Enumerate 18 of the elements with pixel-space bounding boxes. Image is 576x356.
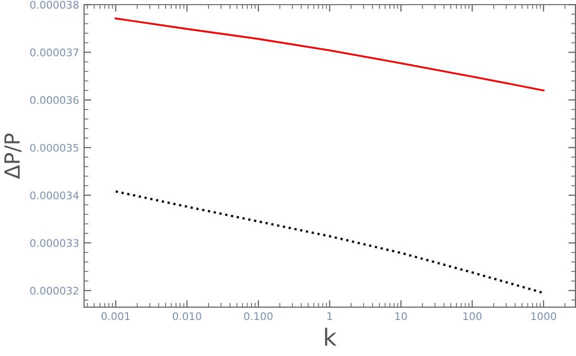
- line-series: [114, 18, 544, 92]
- y-tick-label: 0.000035: [30, 144, 78, 152]
- y-tick-label: 0.000037: [30, 48, 78, 56]
- y-axis-title: ΔP/P: [4, 133, 22, 179]
- y-tick-label: 0.000034: [30, 191, 79, 200]
- x-axis-title: k: [325, 328, 337, 346]
- x-tick-label: 0.001: [102, 312, 130, 320]
- x-tick-label: 10: [395, 312, 407, 320]
- x-tick-label: 0.100: [244, 312, 273, 320]
- y-tick-label: 0.000036: [30, 96, 79, 104]
- line-series: [114, 190, 545, 294]
- x-tick-label: 1000: [531, 312, 556, 320]
- x-tick-label: 1: [327, 312, 332, 320]
- y-tick-label: 0.000033: [30, 239, 78, 247]
- y-tick-label: 0.000038: [30, 0, 79, 9]
- x-tick-label: 0.010: [172, 312, 202, 320]
- x-tick-label: 100: [463, 312, 482, 320]
- y-tick-label: 0.000032: [30, 286, 78, 295]
